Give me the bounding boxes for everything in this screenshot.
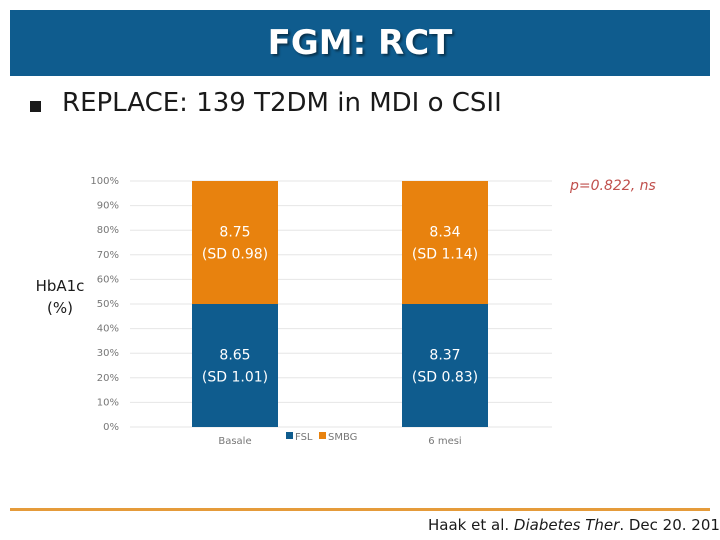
y-axis-title: HbA1c (%) [30,275,90,319]
citation-journal: Diabetes Ther [513,516,620,534]
citation-date: . Dec 20. 2016 [619,516,720,534]
legend-label: FSL [295,432,313,443]
y-tick-label: 90% [97,201,119,212]
slide-title: FGM: RCT [267,23,453,63]
x-category-label: Basale [218,436,251,447]
bar-value-label: 8.75 [219,225,250,241]
y-tick-label: 60% [97,274,119,285]
y-tick-label: 50% [97,299,119,310]
y-tick-label: 10% [97,397,119,408]
legend-swatch [319,432,326,439]
bar-smbg-0 [192,181,278,304]
bar-sd-label: (SD 0.98) [202,247,268,263]
bar-fsl-1 [402,304,488,427]
y-tick-label: 30% [97,348,119,359]
x-category-label: 6 mesi [428,436,461,447]
citation-authors: Haak et al. [428,516,514,534]
bullet-marker [30,101,41,112]
bottom-divider [10,508,710,511]
bar-sd-label: (SD 1.01) [202,370,268,386]
legend-swatch [286,432,293,439]
bar-fsl-0 [192,304,278,427]
y-axis-title-line2: (%) [47,299,73,317]
p-value-annotation: p=0.822, ns [570,178,656,194]
bar-sd-label: (SD 1.14) [412,247,478,263]
y-tick-label: 40% [97,324,119,335]
bar-value-label: 8.37 [429,348,460,364]
y-tick-label: 80% [97,225,119,236]
y-axis-title-line1: HbA1c [35,277,85,295]
y-tick-label: 100% [90,176,119,187]
y-tick-label: 0% [103,422,119,433]
citation: Haak et al. Diabetes Ther. Dec 20. 2016 [428,516,720,534]
y-tick-label: 20% [97,373,119,384]
bar-value-label: 8.65 [219,348,250,364]
legend-label: SMBG [328,432,357,443]
bullet-text: REPLACE: 139 T2DM in MDI o CSII [62,88,502,118]
title-bar: FGM: RCT [10,10,710,76]
bar-smbg-1 [402,181,488,304]
bar-sd-label: (SD 0.83) [412,370,478,386]
bar-value-label: 8.34 [429,225,460,241]
y-tick-label: 70% [97,250,119,261]
